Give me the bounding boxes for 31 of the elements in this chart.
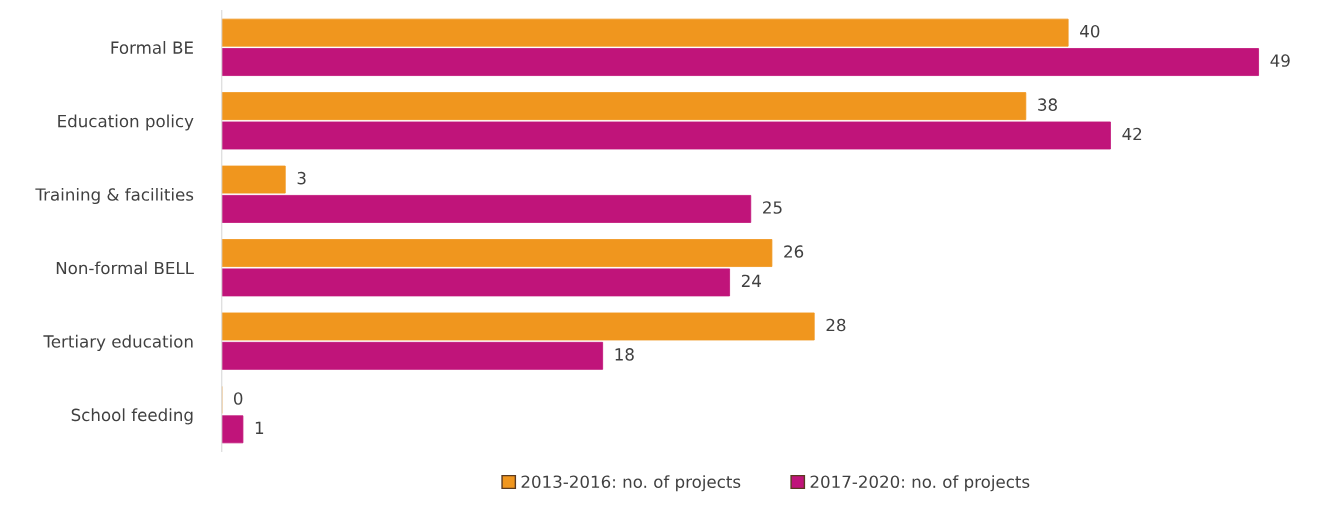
data-label: 3 bbox=[297, 171, 306, 185]
y-tick-label: Education policy bbox=[58, 114, 194, 131]
bar bbox=[221, 312, 815, 341]
data-label: 38 bbox=[1038, 98, 1057, 111]
data-label: 28 bbox=[826, 318, 846, 332]
y-tick-label: School feeding bbox=[71, 408, 193, 425]
y-tick-label: Formal BE bbox=[111, 41, 193, 54]
data-label: 25 bbox=[763, 201, 782, 214]
bar bbox=[221, 48, 1259, 76]
y-tick-label: Training & facilities bbox=[35, 187, 194, 205]
data-label: 42 bbox=[1122, 127, 1142, 141]
bar bbox=[221, 341, 604, 370]
legend-label: 2017-2020: no. of projects bbox=[810, 475, 1030, 492]
data-label: 24 bbox=[741, 274, 761, 287]
data-label: 18 bbox=[615, 348, 634, 361]
bar bbox=[221, 239, 773, 267]
data-label: 1 bbox=[255, 421, 264, 434]
bar bbox=[221, 415, 244, 444]
bar bbox=[221, 268, 730, 297]
bar bbox=[221, 165, 286, 194]
legend-label: 2013-2016: no. of projects bbox=[521, 475, 741, 492]
bar bbox=[221, 18, 1069, 47]
data-label: 40 bbox=[1080, 24, 1100, 38]
y-tick-label: Non-formal BELL bbox=[56, 261, 194, 275]
bar bbox=[221, 195, 752, 223]
bar bbox=[221, 92, 1027, 121]
data-label: 49 bbox=[1270, 54, 1290, 67]
y-tick-label: Tertiary education bbox=[43, 334, 193, 351]
data-label: 0 bbox=[233, 392, 243, 405]
bar bbox=[221, 121, 1111, 150]
data-label: 26 bbox=[784, 245, 804, 258]
